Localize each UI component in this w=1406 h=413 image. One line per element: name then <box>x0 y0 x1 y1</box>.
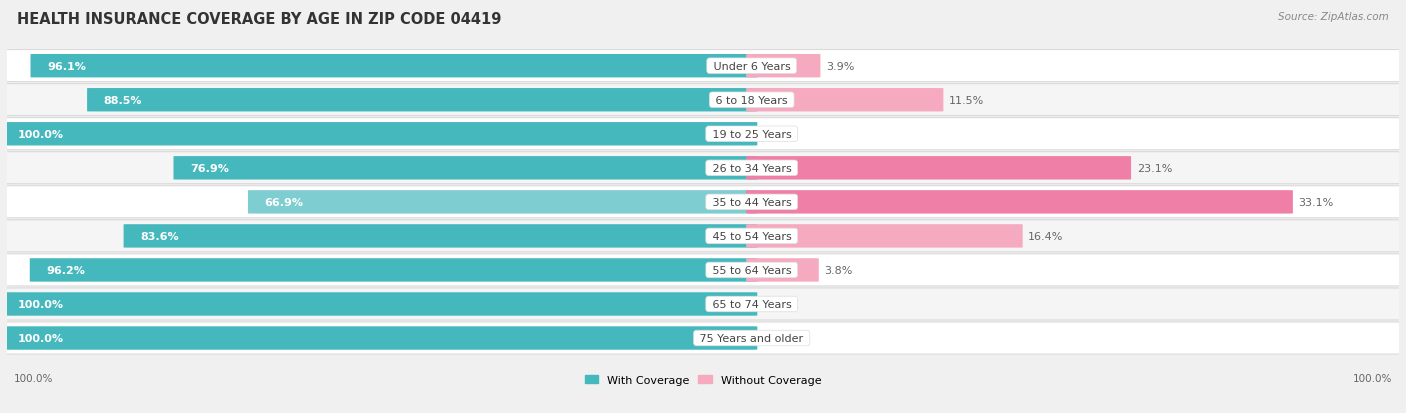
FancyBboxPatch shape <box>1 327 758 350</box>
FancyBboxPatch shape <box>0 221 1406 252</box>
Text: 35 to 44 Years: 35 to 44 Years <box>709 197 794 207</box>
FancyBboxPatch shape <box>747 157 1130 180</box>
Text: Source: ZipAtlas.com: Source: ZipAtlas.com <box>1278 12 1389 22</box>
Text: 16.4%: 16.4% <box>1028 231 1063 241</box>
FancyBboxPatch shape <box>31 55 758 78</box>
Text: 88.5%: 88.5% <box>104 95 142 105</box>
FancyBboxPatch shape <box>1 123 758 146</box>
FancyBboxPatch shape <box>173 157 758 180</box>
Text: 100.0%: 100.0% <box>18 129 65 140</box>
Text: 83.6%: 83.6% <box>141 231 179 241</box>
Text: 55 to 64 Years: 55 to 64 Years <box>709 265 794 275</box>
Text: 19 to 25 Years: 19 to 25 Years <box>709 129 794 140</box>
FancyBboxPatch shape <box>1 292 758 316</box>
FancyBboxPatch shape <box>0 186 1406 218</box>
Text: 100.0%: 100.0% <box>14 373 53 383</box>
FancyBboxPatch shape <box>0 322 1406 354</box>
FancyBboxPatch shape <box>124 225 758 248</box>
FancyBboxPatch shape <box>30 259 758 282</box>
Text: 0.0%: 0.0% <box>769 299 797 309</box>
FancyBboxPatch shape <box>747 55 820 78</box>
Text: 76.9%: 76.9% <box>190 164 229 173</box>
Text: 0.0%: 0.0% <box>769 129 797 140</box>
Text: 65 to 74 Years: 65 to 74 Years <box>709 299 794 309</box>
Text: 100.0%: 100.0% <box>1353 373 1392 383</box>
Text: Under 6 Years: Under 6 Years <box>710 62 794 71</box>
FancyBboxPatch shape <box>747 191 1294 214</box>
FancyBboxPatch shape <box>0 85 1406 116</box>
Text: 96.1%: 96.1% <box>48 62 86 71</box>
Text: 100.0%: 100.0% <box>18 299 65 309</box>
Text: 96.2%: 96.2% <box>46 265 86 275</box>
FancyBboxPatch shape <box>747 259 818 282</box>
Text: 100.0%: 100.0% <box>18 333 65 343</box>
Text: 3.9%: 3.9% <box>825 62 855 71</box>
Text: 3.8%: 3.8% <box>824 265 852 275</box>
Text: 6 to 18 Years: 6 to 18 Years <box>713 95 792 105</box>
Text: 11.5%: 11.5% <box>949 95 984 105</box>
FancyBboxPatch shape <box>87 89 758 112</box>
Text: HEALTH INSURANCE COVERAGE BY AGE IN ZIP CODE 04419: HEALTH INSURANCE COVERAGE BY AGE IN ZIP … <box>17 12 502 27</box>
Text: 26 to 34 Years: 26 to 34 Years <box>709 164 794 173</box>
Text: 75 Years and older: 75 Years and older <box>696 333 807 343</box>
Text: 33.1%: 33.1% <box>1299 197 1334 207</box>
FancyBboxPatch shape <box>247 191 758 214</box>
Legend: With Coverage, Without Coverage: With Coverage, Without Coverage <box>581 370 825 389</box>
FancyBboxPatch shape <box>747 89 943 112</box>
FancyBboxPatch shape <box>0 50 1406 83</box>
FancyBboxPatch shape <box>0 288 1406 320</box>
Text: 66.9%: 66.9% <box>264 197 304 207</box>
FancyBboxPatch shape <box>0 119 1406 150</box>
FancyBboxPatch shape <box>747 225 1022 248</box>
Text: 23.1%: 23.1% <box>1136 164 1173 173</box>
FancyBboxPatch shape <box>0 152 1406 184</box>
Text: 0.0%: 0.0% <box>769 333 797 343</box>
FancyBboxPatch shape <box>0 254 1406 286</box>
Text: 45 to 54 Years: 45 to 54 Years <box>709 231 794 241</box>
